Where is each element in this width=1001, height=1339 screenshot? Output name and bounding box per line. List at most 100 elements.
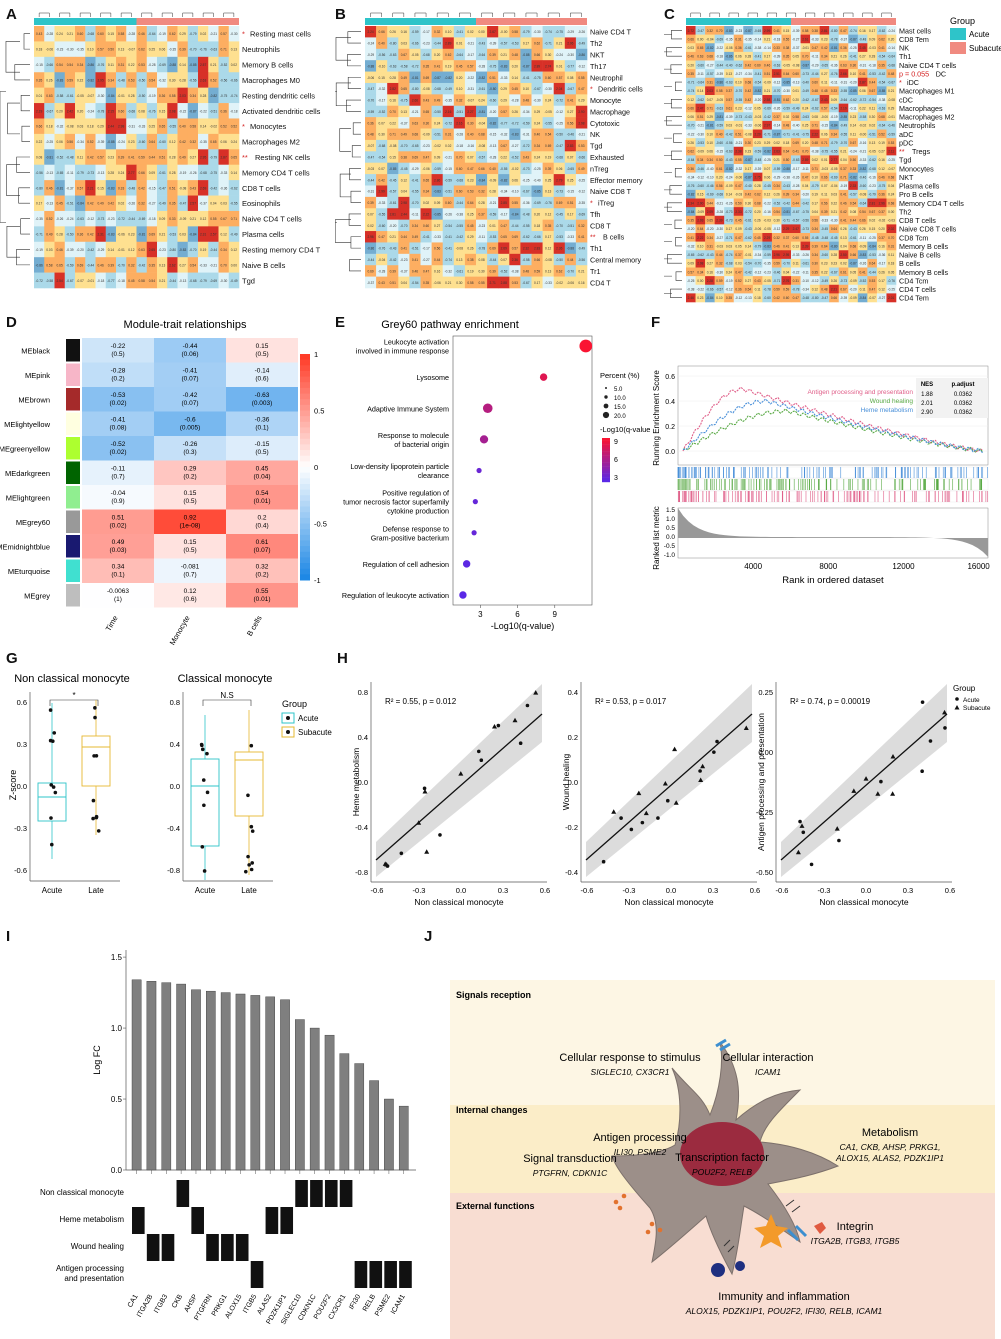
heatmap-cell-value: -0.01 xyxy=(117,248,124,252)
heatmap-cell xyxy=(800,224,811,234)
heatmap-cell xyxy=(409,37,421,50)
heatmap-cell xyxy=(365,117,377,129)
heatmap-cell-value: -0.37 xyxy=(840,37,847,41)
heatmap-cell-value: -0.44 xyxy=(811,72,818,76)
heatmap-cell xyxy=(387,162,399,175)
heatmap-cell xyxy=(714,60,725,70)
heatmap-cell xyxy=(752,112,763,122)
heatmap-cell-value: 0.57 xyxy=(98,48,104,52)
heatmap-cell-value: -0.83 xyxy=(179,248,186,252)
heatmap-cell-value: 0.54 xyxy=(57,63,63,67)
panel-label-f: F xyxy=(651,314,661,331)
heatmap-cell-value: -0.32 xyxy=(735,167,742,171)
heatmap-cell xyxy=(64,149,76,166)
x-tick-label: 0.3 xyxy=(498,886,508,895)
heatmap-cell-value: -0.30 xyxy=(783,89,790,93)
heatmap-cell-value: 2.44 xyxy=(401,212,407,216)
heatmap-cell xyxy=(409,60,421,72)
color-scale-step xyxy=(300,563,310,570)
data-point xyxy=(49,783,54,787)
heatmap-cell xyxy=(886,43,897,53)
data-point xyxy=(249,867,254,872)
heatmap-cell-value: 0.23 xyxy=(697,296,703,300)
heatmap-cell xyxy=(564,196,577,209)
heatmap-cell xyxy=(398,60,410,72)
heatmap-cell-value: -0.73 xyxy=(735,115,742,119)
heatmap-cell xyxy=(771,129,782,139)
heatmap-cell-value: -0.37 xyxy=(400,121,407,125)
correlation-value: 0.34 xyxy=(112,564,125,571)
enrichment-point xyxy=(479,435,489,444)
heatmap-cell-value: 0.36 xyxy=(688,167,694,171)
heatmap-cell-value: -0.70 xyxy=(840,141,847,145)
heatmap-cell-value: -0.87 xyxy=(434,76,441,80)
heatmap-cell xyxy=(781,224,792,234)
heatmap-cell-value: 0.55 xyxy=(783,37,789,41)
heatmap-cell xyxy=(810,60,820,70)
heatmap-b: 2.24 0.66 0.26 0.16 -0.59 -0.17 0.32 0.10 -0.41 0… xyxy=(335,12,643,289)
correlation-value: -0.63 xyxy=(255,392,270,399)
heatmap-cell xyxy=(167,257,178,273)
heatmap-cell xyxy=(857,34,868,44)
heatmap-cell xyxy=(686,155,696,165)
heatmap-cell-value: 0.29 xyxy=(534,110,540,114)
heatmap-cell xyxy=(752,60,763,70)
heatmap-cell xyxy=(829,241,840,251)
heatmap-cell-value: 0.11 xyxy=(860,288,866,292)
heatmap-cell-value: -0.64 xyxy=(687,158,694,162)
heatmap-cell-value: 0.13 xyxy=(869,141,875,145)
heatmap-cell xyxy=(75,149,86,166)
heatmap-cell xyxy=(810,215,820,225)
heatmap-cell-value: 2.63 xyxy=(774,150,780,154)
heatmap-cell xyxy=(829,146,840,156)
heatmap-cell-value: -0.19 xyxy=(830,115,837,119)
heatmap-cell xyxy=(34,56,45,73)
heatmap-cell xyxy=(420,151,432,163)
heatmap-cell-value: -0.36 xyxy=(878,253,885,257)
heatmap-cell xyxy=(876,86,887,96)
heatmap-cell xyxy=(771,267,782,277)
heatmap-cell-value: -0.11 xyxy=(811,55,818,59)
heatmap-cell-value: 0.62 xyxy=(139,48,145,52)
heatmap-cell xyxy=(705,77,715,87)
heatmap-cell-value: -0.13 xyxy=(179,279,186,283)
heatmap-cell-value: -0.02 xyxy=(511,167,518,171)
heatmap-cell-value: 0.17 xyxy=(726,227,732,231)
heatmap-cell-value: 0.10 xyxy=(716,296,722,300)
heatmap-cell xyxy=(464,219,477,232)
heatmap-cell-value: -0.22 xyxy=(467,76,474,80)
heatmap-cell-value: -0.84 xyxy=(706,296,713,300)
heatmap-cell-value: -0.20 xyxy=(706,227,713,231)
color-scale-label: -0.5 xyxy=(314,520,327,529)
heatmap-cell-value: -0.05 xyxy=(716,98,723,102)
heatmap-cell-value: -0.56 xyxy=(725,141,732,145)
heatmap-cell xyxy=(218,195,230,212)
heatmap-cell xyxy=(781,60,792,70)
data-point xyxy=(93,706,97,710)
heatmap-cell xyxy=(819,284,830,294)
heatmap-cell xyxy=(509,26,521,38)
heatmap-cell xyxy=(431,208,443,220)
heatmap-cell-value: 0.54 xyxy=(545,133,551,137)
heatmap-cell xyxy=(810,43,820,53)
heatmap-cell-value: 0.14 xyxy=(726,193,732,197)
heatmap-cell-value: -0.54 xyxy=(378,156,385,160)
heatmap-cell xyxy=(542,37,554,50)
heatmap-cell xyxy=(791,293,801,303)
heatmap-cell xyxy=(487,139,499,152)
heatmap-cell xyxy=(800,26,811,35)
heatmap-cell xyxy=(520,82,532,95)
column-dendrogram xyxy=(728,12,739,17)
heatmap-cell xyxy=(75,164,86,181)
heatmap-cell xyxy=(800,164,811,173)
heatmap-cell xyxy=(886,172,897,182)
heatmap-cell xyxy=(564,242,577,255)
heatmap-cell-value: -0.74 xyxy=(725,253,732,257)
row-label: CD8 Tem xyxy=(899,35,929,44)
heatmap-cell xyxy=(453,139,466,152)
heatmap-cell xyxy=(95,72,107,88)
heatmap-cell xyxy=(464,26,477,38)
heatmap-cell-value: 2.93 xyxy=(697,219,703,223)
heatmap-cell xyxy=(781,69,792,79)
heatmap-cell-value: 0.65 xyxy=(401,87,407,91)
